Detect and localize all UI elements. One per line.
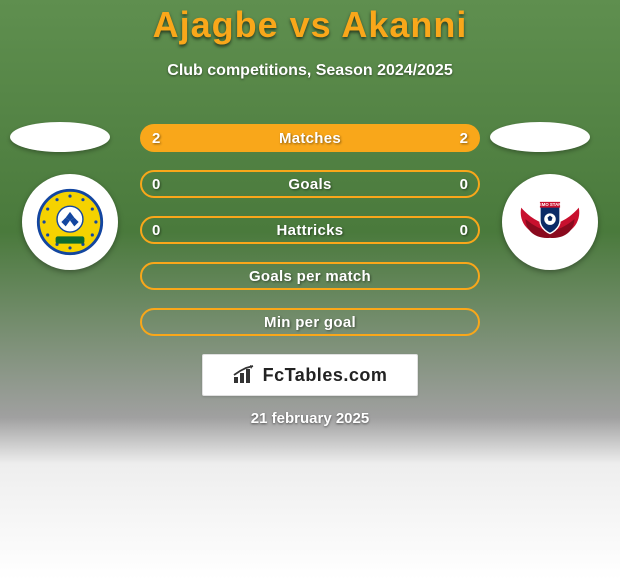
stat-pill: Matches 2 2 bbox=[140, 124, 480, 152]
player-left-avatar bbox=[10, 122, 110, 152]
generated-date: 21 february 2025 bbox=[0, 410, 620, 427]
stat-label: Hattricks bbox=[277, 222, 344, 239]
svg-text:REMO STARS: REMO STARS bbox=[536, 202, 565, 207]
sunshine-stars-logo-icon bbox=[34, 186, 106, 258]
stat-label: Min per goal bbox=[264, 314, 356, 331]
stat-value-left: 0 bbox=[152, 218, 160, 242]
brand-text: FcTables.com bbox=[263, 365, 388, 386]
stats-column: Matches 2 2 Goals 0 0 Hattricks 0 0 Goals per mat… bbox=[140, 124, 480, 354]
stat-value-left: 0 bbox=[152, 172, 160, 196]
bar-chart-icon bbox=[233, 365, 257, 385]
fctables-watermark: FcTables.com bbox=[202, 354, 418, 396]
stat-label: Matches bbox=[279, 130, 341, 147]
player-right-avatar bbox=[490, 122, 590, 152]
stat-value-right: 2 bbox=[460, 126, 468, 150]
stat-label: Goals per match bbox=[249, 268, 371, 285]
remo-stars-logo-icon: REMO STARS bbox=[514, 186, 586, 258]
comparison-infographic: Ajagbe vs Akanni Club competitions, Seas… bbox=[0, 0, 620, 580]
page-title: Ajagbe vs Akanni bbox=[0, 4, 620, 46]
stat-value-left: 2 bbox=[152, 126, 160, 150]
stat-value-right: 0 bbox=[460, 218, 468, 242]
stat-pill: Min per goal bbox=[140, 308, 480, 336]
season-subtitle: Club competitions, Season 2024/2025 bbox=[0, 62, 620, 80]
stat-pill: Hattricks 0 0 bbox=[140, 216, 480, 244]
stat-pill: Goals 0 0 bbox=[140, 170, 480, 198]
stat-label: Goals bbox=[288, 176, 331, 193]
stat-value-right: 0 bbox=[460, 172, 468, 196]
club-right-badge: REMO STARS bbox=[502, 174, 598, 270]
stat-pill: Goals per match bbox=[140, 262, 480, 290]
club-left-badge bbox=[22, 174, 118, 270]
